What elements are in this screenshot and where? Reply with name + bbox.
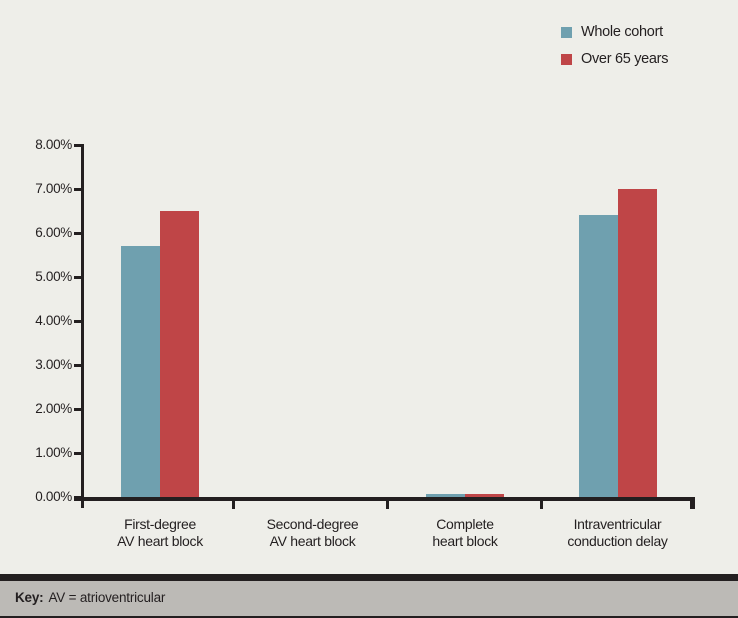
y-axis-tick xyxy=(74,364,84,367)
legend-label: Whole cohort xyxy=(581,24,663,40)
bar-over-65-years-3 xyxy=(465,494,504,497)
x-tick-label-line: First-degree xyxy=(124,516,196,532)
x-axis-tick xyxy=(232,501,235,509)
y-tick-label: 8.00% xyxy=(35,137,72,152)
y-axis-tick xyxy=(74,408,84,411)
key-text: AV = atrioventricular xyxy=(48,590,166,605)
y-tick-label: 5.00% xyxy=(35,269,72,284)
footer-bottom-line xyxy=(0,616,738,618)
x-tick-label: Second-degree AV heart block xyxy=(233,516,393,550)
y-axis-tick xyxy=(74,452,84,455)
x-tick-label: Intraventricular conduction delay xyxy=(538,516,698,550)
x-tick-label: Complete heart block xyxy=(385,516,545,550)
legend-swatch-icon xyxy=(561,26,572,38)
footer-divider-bar xyxy=(0,574,738,581)
y-axis-tick xyxy=(74,188,84,191)
legend-swatch-icon xyxy=(561,53,572,65)
bar-whole-cohort-4 xyxy=(578,215,618,497)
y-tick-label: 1.00% xyxy=(35,445,72,460)
legend-item: Whole cohort xyxy=(561,24,663,40)
x-tick-label: First-degree AV heart block xyxy=(80,516,240,550)
bar-whole-cohort-1 xyxy=(121,246,160,497)
y-axis-tick xyxy=(74,320,84,323)
x-tick-label-line: conduction delay xyxy=(567,533,668,549)
x-axis-end-tick xyxy=(690,499,695,509)
y-tick-label: 3.00% xyxy=(35,357,72,372)
x-tick-label-line: Complete xyxy=(436,516,494,532)
x-tick-label-line: heart block xyxy=(432,533,498,549)
x-tick-label-line: Intraventricular xyxy=(573,516,662,532)
y-axis-tick xyxy=(74,276,84,279)
y-axis-tick xyxy=(74,144,84,147)
bar-whole-cohort-3 xyxy=(426,494,465,497)
bar-over-65-years-4 xyxy=(617,189,657,497)
x-axis-line xyxy=(74,497,695,501)
y-tick-label: 7.00% xyxy=(35,181,72,196)
y-tick-label: 4.00% xyxy=(35,313,72,328)
y-axis-line xyxy=(81,145,84,508)
x-axis-tick xyxy=(386,501,389,509)
key-label: Key: xyxy=(15,590,44,605)
y-tick-label: 2.00% xyxy=(35,401,72,416)
x-tick-label-line: AV heart block xyxy=(117,533,203,549)
bar-over-65-years-1 xyxy=(160,211,199,497)
x-tick-label-line: AV heart block xyxy=(269,533,356,549)
x-tick-label-line: Second-degree xyxy=(266,516,359,532)
y-tick-label: 6.00% xyxy=(35,225,72,240)
x-axis-tick xyxy=(539,501,543,509)
y-axis-tick xyxy=(74,232,84,235)
figure-key-strip: Key: AV = atrioventricular xyxy=(0,581,738,618)
legend-item: Over 65 years xyxy=(561,51,669,67)
legend-label: Over 65 years xyxy=(581,51,669,67)
y-tick-label: 0.00% xyxy=(35,489,72,504)
